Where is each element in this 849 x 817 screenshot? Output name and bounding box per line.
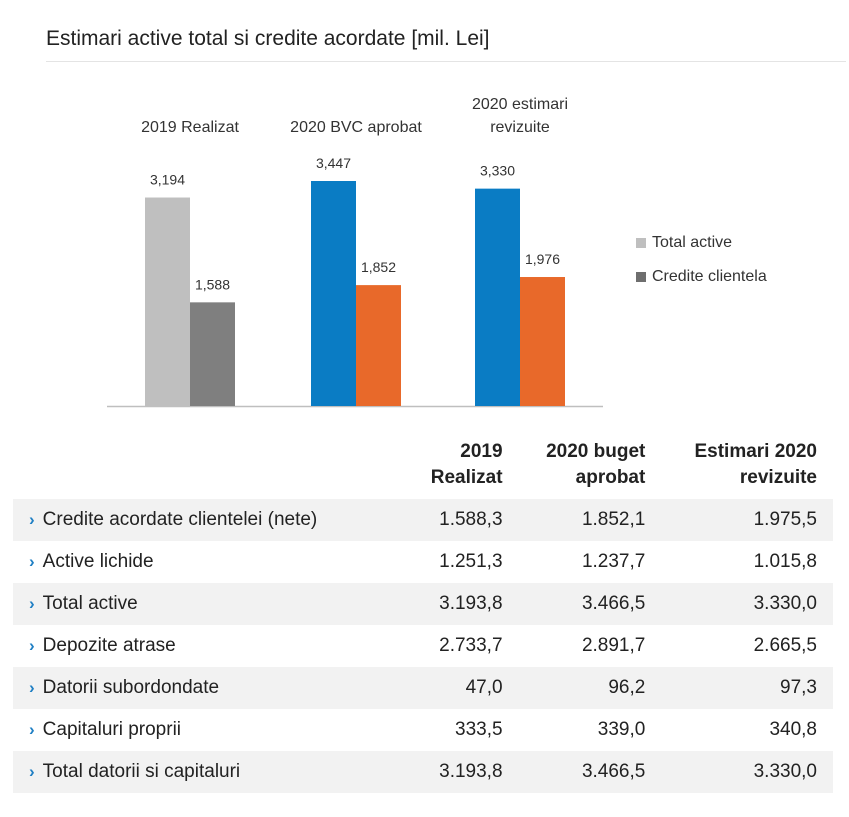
table-row: › Depozite atrase 2.733,7 2.891,7 2.665,5 xyxy=(13,625,833,667)
cell-value: 3.330,0 xyxy=(661,751,833,793)
row-label: › Active lichide xyxy=(29,551,154,572)
bar-total-active xyxy=(475,188,520,406)
cell-value: 1.251,3 xyxy=(439,551,503,572)
cell-value: 2.891,7 xyxy=(581,635,646,656)
category-label: 2019 Realizat xyxy=(141,119,239,136)
bar-chart: 2019 Realizat 3,194 1,588 2020 BVC aprobat 3… xyxy=(107,96,603,408)
table-header-row: 2019 Realizat 2020 buget aprobat Estimari … xyxy=(13,436,833,499)
data-label: 3,447 xyxy=(316,155,351,171)
table-row: › Credite acordate clientelei (nete) 1.588… xyxy=(13,499,833,541)
legend-label-total-active: Total active xyxy=(652,234,733,251)
chevron-right-icon: › xyxy=(29,552,35,571)
cell-value: 2.733,7 xyxy=(439,635,503,656)
row-label: › Total datorii si capitaluri xyxy=(13,751,410,793)
category-label: 2020 BVC aprobat xyxy=(290,119,422,136)
row-label: › Total active xyxy=(13,583,410,625)
cell-value: 333,5 xyxy=(455,719,503,740)
row-label: › Capitaluri proprii xyxy=(29,719,182,740)
header-2019-realizat: 2019 Realizat xyxy=(430,441,503,488)
table-row: › Capitaluri proprii 333,5 339,0 340,8 xyxy=(13,709,833,751)
chevron-right-icon: › xyxy=(29,510,35,529)
cell-value: 339,0 xyxy=(597,719,646,740)
cell-value: 97,3 xyxy=(661,667,833,709)
cell-value: 1.975,5 xyxy=(661,499,833,541)
header-estimari-2020: Estimari 2020 revizuite xyxy=(694,441,817,488)
cell-value: 340,8 xyxy=(769,719,817,740)
cell-value: 1.588,3 xyxy=(409,499,519,541)
legend-label-credite-clientela: Credite clientela xyxy=(652,268,767,285)
cell-value: 1.237,7 xyxy=(581,551,646,572)
cell-value: 96,2 xyxy=(518,667,662,709)
chevron-right-icon: › xyxy=(29,594,35,613)
cell-value: 3.466,5 xyxy=(518,583,662,625)
chevron-right-icon: › xyxy=(29,678,35,697)
legend-swatch-credite-clientela xyxy=(636,272,646,282)
bar-total-active xyxy=(311,181,356,406)
row-label: › Credite acordate clientelei (nete) xyxy=(13,499,410,541)
table-row: › Datorii subordondate 47,0 96,2 97,3 xyxy=(13,667,833,709)
chevron-right-icon: › xyxy=(29,720,35,739)
bar-total-active xyxy=(145,197,190,406)
cell-value: 2.665,5 xyxy=(753,635,817,656)
cell-value: 1.015,8 xyxy=(753,551,817,572)
chevron-right-icon: › xyxy=(29,762,35,781)
table-row: › Active lichide 1.251,3 1.237,7 1.015,8 xyxy=(13,541,833,583)
category-label: 2020 estimari xyxy=(472,96,568,113)
bar-credite-clientela xyxy=(356,285,401,406)
cell-value: 3.466,5 xyxy=(518,751,662,793)
bar-credite-clientela xyxy=(520,277,565,406)
category-label: revizuite xyxy=(490,119,550,136)
data-label: 3,194 xyxy=(150,172,185,188)
cell-value: 3.330,0 xyxy=(661,583,833,625)
cell-value: 47,0 xyxy=(409,667,519,709)
cell-value: 3.193,8 xyxy=(409,583,519,625)
bar-credite-clientela xyxy=(190,302,235,406)
table-row: › Total active 3.193,8 3.466,5 3.330,0 xyxy=(13,583,833,625)
header-label-col xyxy=(13,436,410,499)
cell-value: 3.193,8 xyxy=(409,751,519,793)
row-label: › Datorii subordondate xyxy=(13,667,410,709)
data-label: 1,852 xyxy=(361,259,396,275)
chevron-right-icon: › xyxy=(29,636,35,655)
legend-item-total-active: Total active xyxy=(636,226,767,260)
data-label: 1,588 xyxy=(195,276,230,292)
table-row: › Total datorii si capitaluri 3.193,8 3.466… xyxy=(13,751,833,793)
financial-table: 2019 Realizat 2020 buget aprobat Estimari … xyxy=(13,436,833,793)
data-label: 1,976 xyxy=(525,251,560,267)
header-2020-buget: 2020 buget aprobat xyxy=(546,441,646,488)
cell-value: 1.852,1 xyxy=(518,499,662,541)
data-label: 3,330 xyxy=(480,163,515,179)
legend-swatch-total-active xyxy=(636,238,646,248)
chart-title: Estimari active total si credite acordat… xyxy=(46,27,490,50)
row-label: › Depozite atrase xyxy=(29,635,176,656)
title-divider xyxy=(46,61,846,62)
chart-legend: Total active Credite clientela xyxy=(636,226,767,294)
legend-item-credite-clientela: Credite clientela xyxy=(636,260,767,294)
